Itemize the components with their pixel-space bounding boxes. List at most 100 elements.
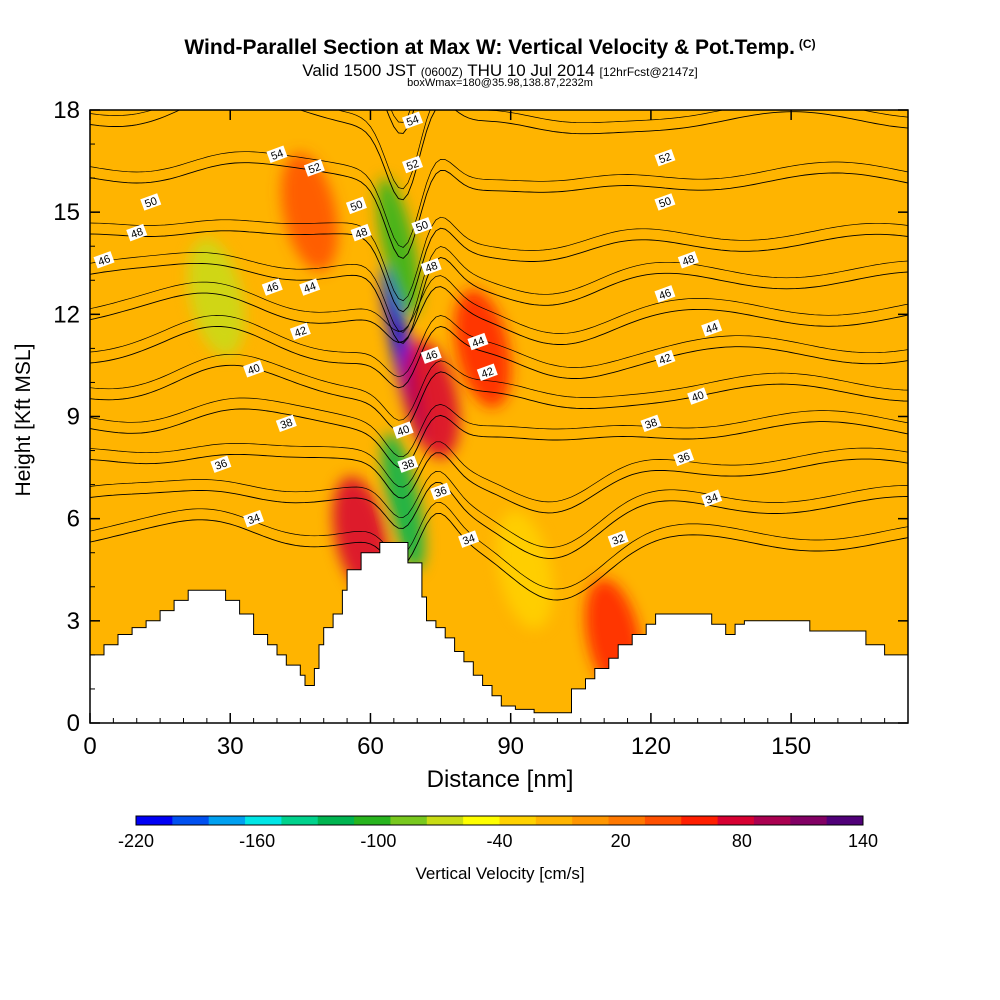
contour-label-text: 48 — [354, 226, 370, 241]
contour-label-text: 44 — [704, 321, 720, 336]
theta-contour-46 — [90, 257, 908, 344]
x-tick-label: 0 — [83, 733, 96, 760]
colorbar-swatch — [681, 816, 719, 825]
contour-label: 46 — [261, 278, 283, 296]
contour-label-text: 46 — [424, 348, 440, 363]
contour-label-text: 50 — [143, 195, 159, 210]
theta-contour-34 — [90, 481, 908, 559]
contour-label: 36 — [430, 482, 452, 501]
contour-label: 52 — [402, 155, 424, 174]
contour-label: 54 — [266, 145, 288, 163]
theta-contour-minor — [90, 246, 908, 333]
contour-label-text: 48 — [424, 260, 440, 275]
contour-label-text: 36 — [433, 485, 449, 500]
theta-contour-minor — [90, 441, 908, 503]
valid-time: Valid 1500 JST — [302, 61, 416, 80]
colorbar-swatch — [354, 816, 391, 825]
theta-contour-36 — [90, 452, 908, 514]
contour-label: 48 — [126, 223, 148, 242]
contour-label-text: 32 — [611, 532, 627, 547]
contour-label-text: 46 — [97, 253, 113, 268]
colorbar-tick-label: 80 — [732, 831, 752, 851]
colorbar-swatch — [826, 816, 864, 825]
theta-contour-44 — [90, 286, 908, 345]
contour-label-text: 48 — [681, 253, 697, 268]
contour-label: 34 — [458, 530, 480, 548]
contour-label: 42 — [289, 322, 311, 341]
contour-label-text: 52 — [405, 158, 421, 173]
y-tick-label: 15 — [53, 199, 80, 226]
contour-label-text: 44 — [471, 335, 487, 350]
x-tick-label: 60 — [357, 733, 384, 760]
terrain — [90, 542, 908, 723]
y-tick-label: 18 — [53, 97, 80, 124]
theta-contours — [90, 110, 908, 601]
y-tick-label: 3 — [67, 608, 80, 635]
colorbar-label: Vertical Velocity [cm/s] — [415, 864, 585, 883]
contour-label-text: 34 — [704, 491, 720, 506]
box-info: boxWmax=180@35.98,138.87,2232m — [407, 77, 593, 89]
contour-label-text: 50 — [414, 219, 430, 234]
contour-label-text: 54 — [270, 147, 286, 162]
contour-label-text: 36 — [213, 457, 229, 472]
contour-label-text: 54 — [405, 113, 421, 128]
colorbar-swatch — [717, 816, 755, 825]
colorbar-swatch — [463, 816, 500, 825]
colorbar: -220 -160 -100 -40 20 80 140 — [118, 815, 878, 851]
valid-date: THU 10 Jul 2014 — [467, 61, 595, 80]
velocity-feature-4 — [402, 340, 460, 459]
contour-label: 38 — [640, 414, 662, 433]
contour-label: 32 — [607, 530, 629, 548]
colorbar-swatch — [644, 816, 682, 825]
colorbar-swatch — [172, 816, 210, 825]
y-tick-label: 0 — [67, 710, 80, 737]
colorbar-swatch — [317, 816, 355, 825]
contour-label-text: 36 — [676, 451, 692, 466]
contour-label-text: 42 — [293, 325, 309, 340]
contour-label: 44 — [299, 278, 321, 296]
colorbar-tick-label: -40 — [486, 831, 512, 851]
theta-contour-minor — [90, 110, 908, 190]
contour-label-text: 50 — [349, 199, 365, 214]
contour-labels: 54 52 50 48 46 46 44 42 40 38 36 34 54 52 50 48 50 48 46 40… — [93, 111, 723, 548]
contour-label-text: 52 — [307, 161, 323, 176]
theta-contour-32 — [90, 512, 908, 601]
contour-label: 48 — [420, 257, 442, 276]
contour-label-text: 48 — [129, 226, 145, 241]
theta-contour-minor — [90, 397, 908, 458]
colorbar-swatch — [390, 816, 428, 825]
contour-label: 40 — [392, 421, 414, 439]
colorbar-tick-label: -160 — [239, 831, 275, 851]
contour-label: 46 — [93, 251, 115, 269]
theta-contour-42 — [90, 325, 908, 389]
chart-subtitle: Valid 1500 JST (0600Z) THU 10 Jul 2014 [… — [0, 61, 1000, 81]
theta-contour-minor — [390, 110, 411, 123]
y-tick-label: 6 — [67, 506, 80, 533]
x-axis-label: Distance [nm] — [426, 766, 574, 793]
contour-label: 38 — [275, 414, 297, 433]
utc-time: (0600Z) — [420, 65, 463, 79]
contour-label: 40 — [243, 360, 265, 378]
theta-contour-minor — [90, 275, 908, 334]
velocity-feature-9 — [496, 510, 554, 629]
colorbar-swatch — [281, 816, 319, 825]
theta-contour-minor — [90, 315, 908, 378]
contour-label: 46 — [420, 346, 442, 364]
contour-label-text: 46 — [265, 280, 281, 295]
chart-title: Wind-Parallel Section at Max W: Vertical… — [0, 36, 1000, 60]
contour-label: 44 — [467, 332, 489, 351]
contour-label: 36 — [673, 448, 695, 467]
colorbar-swatch — [753, 816, 791, 825]
theta-contour-52 — [90, 110, 908, 201]
contour-label: 34 — [243, 509, 265, 528]
contour-label: 34 — [701, 489, 723, 507]
contour-label: 42 — [654, 349, 676, 368]
contour-label: 40 — [687, 387, 709, 405]
colorbar-tick-label: -220 — [118, 831, 154, 851]
contour-label-text: 34 — [246, 512, 262, 527]
contour-label: 42 — [476, 363, 498, 381]
contour-label: 48 — [677, 251, 699, 269]
contour-label: 50 — [140, 193, 162, 211]
theta-contour-minor — [90, 502, 908, 590]
